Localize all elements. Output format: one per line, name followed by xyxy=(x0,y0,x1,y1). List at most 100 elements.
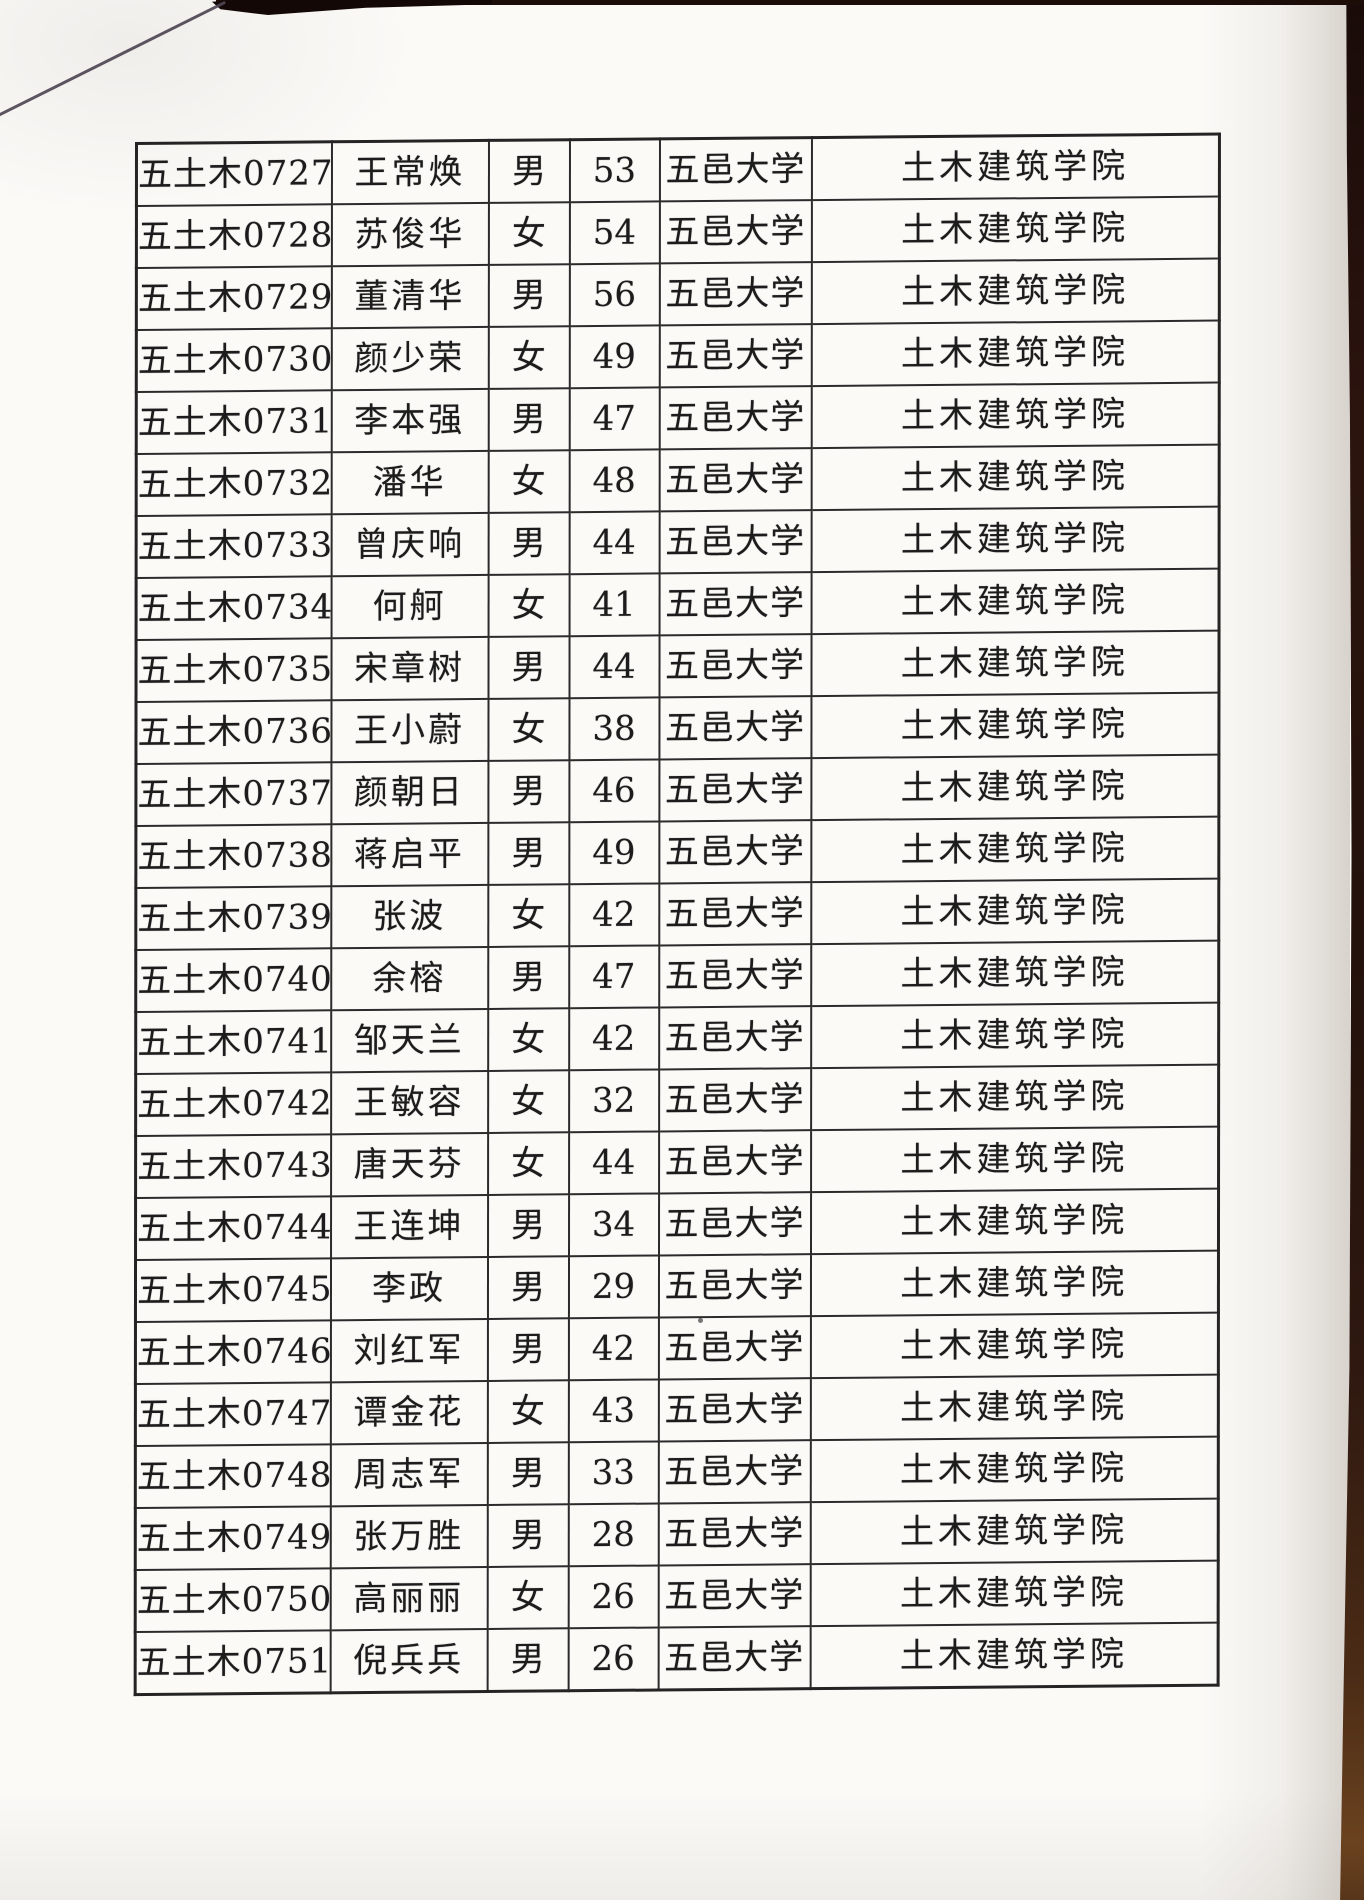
cell-age: 43 xyxy=(568,1379,659,1443)
cell-age: 44 xyxy=(569,511,660,575)
cell-college: 土木建筑学院 xyxy=(811,382,1220,449)
cell-class-id: 五土木0743 xyxy=(135,1134,331,1199)
cell-gender: 女 xyxy=(488,574,570,637)
cell-gender: 男 xyxy=(487,1256,569,1319)
cell-name: 邹天兰 xyxy=(330,1008,488,1073)
cell-name: 蒋启平 xyxy=(330,822,488,887)
cell-university: 五邑大学 xyxy=(658,1564,811,1628)
cell-name: 宋章树 xyxy=(331,636,489,701)
cell-age: 33 xyxy=(568,1441,659,1505)
cell-age: 49 xyxy=(568,821,659,885)
table-row: 五土木0738 蒋启平 男 49 五邑大学 土木建筑学院 xyxy=(135,816,1219,889)
cell-gender: 女 xyxy=(487,1132,569,1195)
table-row: 五土木0746 刘红军 男 42 五邑大学 土木建筑学院 xyxy=(135,1312,1219,1385)
cell-age: 47 xyxy=(568,945,659,1009)
cell-university: 五邑大学 xyxy=(659,137,812,202)
cell-gender: 女 xyxy=(487,1566,569,1629)
cell-college: 土木建筑学院 xyxy=(811,320,1220,387)
cell-age: 47 xyxy=(569,387,660,451)
cell-university: 五邑大学 xyxy=(659,386,812,450)
cell-age: 44 xyxy=(568,635,660,699)
table-row: 五土木0748 周志军 男 33 五邑大学 土木建筑学院 xyxy=(135,1436,1219,1509)
cell-class-id: 五土木0738 xyxy=(135,824,331,889)
table-row: 五土木0727 王常焕 男 53 五邑大学 土木建筑学院 xyxy=(136,134,1220,206)
cell-gender: 男 xyxy=(488,139,570,203)
cell-university: 五邑大学 xyxy=(658,820,811,884)
cell-university: 五邑大学 xyxy=(658,1440,811,1504)
cell-age: 26 xyxy=(568,1565,659,1629)
cell-college: 土木建筑学院 xyxy=(810,1188,1219,1255)
table-row: 五土木0732 潘华 女 48 五邑大学 土木建筑学院 xyxy=(136,444,1220,517)
table-row: 五土木0734 何舸 女 41 五邑大学 土木建筑学院 xyxy=(136,568,1220,641)
cell-university: 五邑大学 xyxy=(658,1006,811,1070)
cell-gender: 男 xyxy=(488,264,570,327)
table-row: 五土木0739 张波 女 42 五邑大学 土木建筑学院 xyxy=(135,878,1219,951)
cell-name: 何舸 xyxy=(331,574,489,639)
table-row: 五土木0730 颜少荣 女 49 五邑大学 土木建筑学院 xyxy=(136,320,1220,392)
cell-gender: 女 xyxy=(488,450,570,513)
cell-college: 土木建筑学院 xyxy=(810,1250,1219,1317)
cell-class-id: 五土木0732 xyxy=(136,452,332,517)
cell-age: 32 xyxy=(568,1069,659,1133)
cell-college: 土木建筑学院 xyxy=(811,506,1220,573)
cell-college: 土木建筑学院 xyxy=(811,444,1220,511)
cell-age: 53 xyxy=(569,138,660,203)
cell-name: 潘华 xyxy=(331,450,489,515)
cell-name: 王敏容 xyxy=(330,1070,488,1135)
cell-age: 56 xyxy=(569,263,660,327)
cell-college: 土木建筑学院 xyxy=(810,1622,1219,1689)
cell-gender: 男 xyxy=(487,1442,569,1505)
cell-college: 土木建筑学院 xyxy=(811,134,1220,201)
cell-age: 42 xyxy=(568,883,659,947)
cell-gender: 男 xyxy=(487,822,569,885)
cell-university: 五邑大学 xyxy=(659,510,812,574)
cell-university: 五邑大学 xyxy=(658,1192,811,1256)
cell-name: 李政 xyxy=(330,1256,488,1321)
cell-class-id: 五土木0748 xyxy=(135,1444,331,1509)
table-row: 五土木0737 颜朝日 男 46 五邑大学 土木建筑学院 xyxy=(135,754,1219,827)
page-bottom-shadow xyxy=(0,1790,1364,1900)
table-row: 五土木0749 张万胜 男 28 五邑大学 土木建筑学院 xyxy=(135,1498,1219,1571)
cell-class-id: 五土木0731 xyxy=(136,390,332,455)
cell-university: 五邑大学 xyxy=(658,696,811,760)
cell-name: 李本强 xyxy=(331,388,489,453)
cell-gender: 男 xyxy=(487,946,569,1009)
table-row: 五土木0731 李本强 男 47 五邑大学 土木建筑学院 xyxy=(136,382,1220,455)
cell-college: 土木建筑学院 xyxy=(810,692,1219,759)
cell-class-id: 五土木0729 xyxy=(136,266,332,330)
cell-class-id: 五土木0746 xyxy=(135,1320,331,1385)
cell-college: 土木建筑学院 xyxy=(810,1002,1219,1069)
cell-university: 五邑大学 xyxy=(659,324,812,388)
scan-crease-line-artifact xyxy=(0,0,226,117)
cell-age: 34 xyxy=(568,1193,659,1257)
cell-gender: 女 xyxy=(487,698,569,761)
cell-gender: 女 xyxy=(487,1380,569,1443)
scan-top-edge-blob-artifact xyxy=(212,0,492,15)
cell-university: 五邑大学 xyxy=(658,758,811,822)
cell-name: 王小蔚 xyxy=(330,698,488,763)
cell-age: 48 xyxy=(569,449,660,513)
table-row: 五土木0747 谭金花 女 43 五邑大学 土木建筑学院 xyxy=(135,1374,1219,1447)
cell-class-id: 五土木0739 xyxy=(135,886,331,951)
cell-class-id: 五土木0734 xyxy=(136,576,332,641)
cell-college: 土木建筑学院 xyxy=(810,878,1219,945)
cell-name: 唐天芬 xyxy=(330,1132,488,1197)
cell-age: 28 xyxy=(568,1503,659,1567)
cell-name: 颜朝日 xyxy=(330,760,488,825)
cell-university: 五邑大学 xyxy=(658,634,812,698)
cell-class-id: 五土木0735 xyxy=(136,638,332,703)
cell-university: 五邑大学 xyxy=(658,1254,811,1318)
scanner-background-right-edge xyxy=(1340,0,1364,1900)
table-row: 五土木0733 曾庆响 男 44 五邑大学 土木建筑学院 xyxy=(136,506,1220,579)
cell-gender: 男 xyxy=(488,512,570,575)
cell-college: 土木建筑学院 xyxy=(810,1064,1219,1131)
cell-gender: 男 xyxy=(487,1504,569,1567)
cell-age: 49 xyxy=(569,325,660,389)
cell-university: 五邑大学 xyxy=(659,448,812,512)
cell-class-id: 五土木0749 xyxy=(135,1506,331,1571)
cell-class-id: 五土木0736 xyxy=(135,700,332,765)
cell-class-id: 五土木0747 xyxy=(135,1382,331,1447)
cell-age: 38 xyxy=(568,697,659,761)
cell-university: 五邑大学 xyxy=(659,200,812,264)
cell-gender: 男 xyxy=(487,1194,569,1257)
